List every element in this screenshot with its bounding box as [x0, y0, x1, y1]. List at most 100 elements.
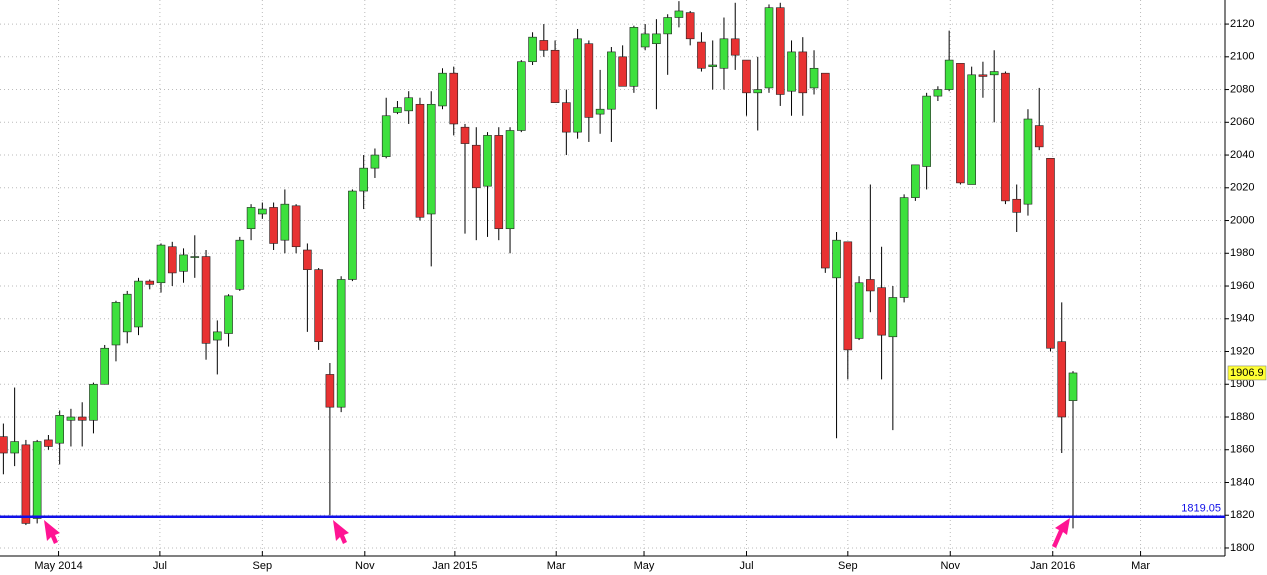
- arrow: [1052, 518, 1070, 548]
- y-tick-label: 2120: [1230, 18, 1254, 30]
- candle-body: [145, 280, 155, 285]
- candle-body: [449, 72, 459, 125]
- candle-body: [607, 51, 616, 110]
- candle-body: [314, 269, 323, 342]
- candle-body: [866, 279, 875, 292]
- candle-body: [685, 12, 695, 40]
- y-tick-label: 2020: [1230, 182, 1254, 194]
- y-tick-label: 1980: [1230, 247, 1254, 259]
- candle-body: [291, 205, 301, 248]
- candle-body: [89, 383, 98, 421]
- candle-body: [1068, 372, 1078, 401]
- candle-body: [381, 115, 391, 157]
- candle-body: [77, 416, 87, 421]
- candle-body: [1034, 125, 1044, 148]
- candle-body: [629, 27, 639, 87]
- candle-body: [956, 63, 965, 184]
- candle-body: [742, 59, 751, 94]
- candle-body: [820, 72, 830, 269]
- candle-body: [764, 7, 774, 89]
- candle-body: [528, 36, 537, 63]
- candle-body: [573, 38, 582, 133]
- candle-body: [550, 49, 560, 103]
- x-tick-label: Sep: [253, 560, 273, 572]
- y-tick-label: 2080: [1230, 83, 1254, 95]
- candle-body: [1023, 118, 1033, 205]
- y-tick-label: 1800: [1230, 542, 1254, 554]
- candle-body: [911, 164, 920, 198]
- y-tick-label: 1820: [1230, 509, 1254, 521]
- arrows: [44, 518, 1070, 548]
- candle-body: [663, 17, 672, 35]
- candle-body: [505, 130, 515, 230]
- candle-body: [843, 241, 853, 351]
- y-tick-label: 1940: [1230, 313, 1254, 325]
- candle-body: [730, 38, 740, 56]
- candle-body: [494, 135, 504, 230]
- candle-body: [167, 246, 177, 274]
- x-tick-label: Jan 2016: [1030, 560, 1075, 572]
- candle-body: [775, 7, 785, 95]
- y-tick-label: 1840: [1230, 476, 1254, 488]
- candle-body: [1046, 158, 1055, 349]
- candle-body: [415, 103, 425, 218]
- candle-body: [944, 59, 954, 90]
- candle-body: [787, 51, 796, 92]
- candle-body: [719, 38, 729, 69]
- candle-body: [235, 239, 245, 290]
- arrow: [333, 520, 349, 544]
- candle-body: [483, 135, 492, 187]
- candle-body: [877, 287, 886, 336]
- candle-body: [134, 280, 143, 328]
- candle-body: [640, 33, 650, 48]
- last-price-label: 1906.9: [1230, 367, 1264, 379]
- candle-body: [933, 89, 943, 97]
- candle-body: [618, 56, 627, 87]
- last-price-box: [1227, 365, 1267, 381]
- candle-body: [32, 441, 42, 519]
- x-tick-label: May: [634, 560, 655, 572]
- candle-body: [471, 144, 481, 189]
- x-tick-label: May 2014: [34, 560, 82, 572]
- y-tick-label: 1900: [1230, 378, 1254, 390]
- candle-body: [888, 297, 898, 338]
- candle-body: [404, 97, 414, 112]
- candle-body: [1057, 341, 1067, 418]
- candle-body: [1001, 72, 1010, 202]
- candle-body: [978, 74, 988, 77]
- candle-body: [674, 10, 684, 18]
- candle-body: [697, 41, 706, 69]
- candle-body: [708, 64, 718, 67]
- candle-body: [325, 374, 335, 408]
- candle-body: [967, 74, 976, 185]
- candle-body: [359, 167, 368, 192]
- candle-body: [10, 441, 19, 454]
- candle-body: [989, 71, 999, 76]
- candle-body: [258, 208, 267, 215]
- candle-body: [798, 51, 808, 94]
- candle-body: [562, 102, 571, 133]
- x-tick-label: Nov: [355, 560, 375, 572]
- candle-body: [246, 207, 256, 230]
- candle-body: [44, 439, 53, 447]
- y-tick-label: 2040: [1230, 149, 1254, 161]
- candle-body: [66, 416, 76, 421]
- candle-body: [156, 244, 166, 284]
- candle-body: [809, 67, 819, 89]
- candle-body: [584, 43, 594, 118]
- candle-body: [753, 89, 763, 94]
- candle-body: [348, 190, 357, 280]
- candle-body: [303, 249, 312, 270]
- candle-body: [269, 207, 278, 244]
- candle-body: [190, 256, 200, 258]
- x-tick-label: Jul: [153, 560, 167, 572]
- candle-body: [100, 347, 110, 385]
- candle-body: [460, 126, 470, 144]
- candle-body: [922, 95, 931, 167]
- candle-body: [213, 331, 222, 341]
- candle-body: [854, 282, 864, 339]
- y-tick-label: 1860: [1230, 444, 1254, 456]
- y-tick-label: 1880: [1230, 411, 1254, 423]
- y-tick-label: 2060: [1230, 116, 1254, 128]
